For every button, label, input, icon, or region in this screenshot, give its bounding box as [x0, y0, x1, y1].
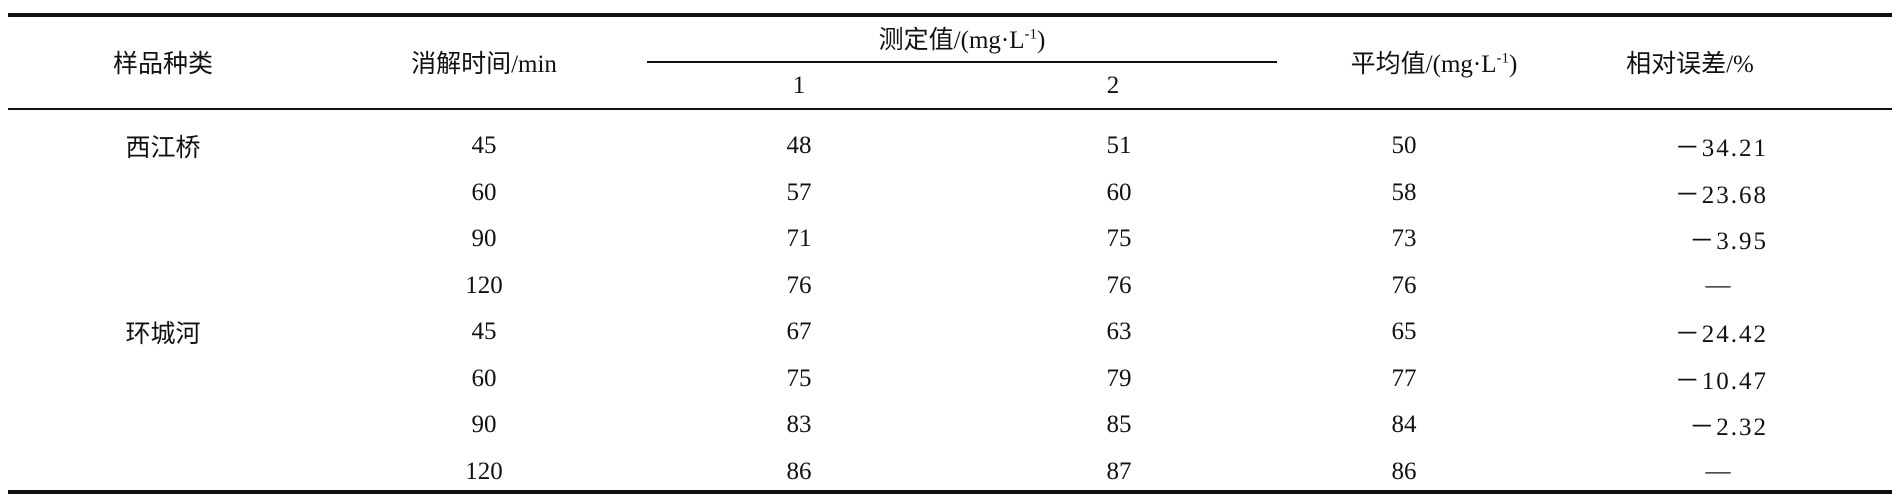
header-measured: 测定值/(mg·L-1) — [879, 20, 1046, 56]
cell-avg: 65 — [1391, 318, 1417, 345]
cell-m2: 60 — [1106, 178, 1132, 206]
cell-m1: 67 — [786, 318, 812, 345]
cell-m2: 85 — [1106, 411, 1132, 438]
cell-err: －34.21 — [1674, 135, 1768, 162]
header-measured-close: ) — [1037, 27, 1046, 54]
cell-avg: 73 — [1391, 225, 1417, 252]
cell-time: 60 — [471, 364, 497, 392]
cell-m1: 71 — [786, 225, 812, 252]
cell-time: 45 — [471, 132, 497, 159]
cell-m2: 63 — [1106, 318, 1132, 345]
header-measured-sup: -1 — [1024, 26, 1038, 43]
cell-err: －23.68 — [1674, 181, 1768, 209]
cell-err: －3.95 — [1689, 228, 1768, 255]
cell-sample: 西江桥 — [125, 135, 201, 162]
cell-avg: 50 — [1391, 132, 1417, 159]
cell-m2: 75 — [1106, 225, 1132, 252]
cell-time: 45 — [471, 318, 497, 345]
cell-err: — — [1705, 271, 1731, 299]
header-average-text: 平均值/(mg·L — [1350, 51, 1497, 78]
header-average: 平均值/(mg·L-1) — [1351, 44, 1518, 80]
cell-avg: 86 — [1391, 457, 1417, 485]
cell-m1: 57 — [786, 178, 812, 206]
cell-sample: 环城河 — [125, 321, 201, 348]
cell-time: 120 — [465, 271, 503, 299]
cell-m1: 83 — [786, 411, 812, 438]
cell-err: －24.42 — [1674, 321, 1768, 348]
cell-avg: 76 — [1391, 271, 1417, 299]
cell-m1: 75 — [786, 364, 812, 392]
header-average-close: ) — [1509, 51, 1518, 78]
header-average-sup: -1 — [1496, 50, 1510, 67]
cell-time: 90 — [471, 225, 497, 252]
header-rule — [8, 108, 1892, 110]
cell-err: — — [1705, 457, 1731, 485]
bottom-rule — [8, 490, 1892, 494]
cell-time: 120 — [465, 457, 503, 485]
header-digestion-time: 消解时间/min — [411, 51, 557, 78]
subheader-rule — [647, 61, 1277, 63]
cell-time: 90 — [471, 411, 497, 438]
cell-m1: 48 — [786, 132, 812, 159]
cell-time: 60 — [471, 178, 497, 206]
cell-avg: 58 — [1391, 178, 1417, 206]
cell-err: －2.32 — [1689, 414, 1768, 441]
header-sample-type: 样品种类 — [112, 51, 214, 78]
cell-m2: 79 — [1106, 364, 1132, 392]
cell-m2: 76 — [1106, 271, 1132, 299]
cell-err: －10.47 — [1674, 367, 1768, 395]
header-relative-error: 相对误差/% — [1626, 51, 1754, 78]
header-measured-text: 测定值/(mg·L — [878, 27, 1025, 54]
header-sub-2: 2 — [1106, 72, 1120, 99]
cell-m2: 87 — [1106, 457, 1132, 485]
top-rule — [8, 13, 1892, 17]
header-sub-1: 1 — [792, 72, 806, 99]
cell-m2: 51 — [1106, 132, 1132, 159]
cell-avg: 77 — [1391, 364, 1417, 392]
cell-avg: 84 — [1391, 411, 1417, 438]
cell-m1: 76 — [786, 271, 812, 299]
cell-m1: 86 — [786, 457, 812, 485]
